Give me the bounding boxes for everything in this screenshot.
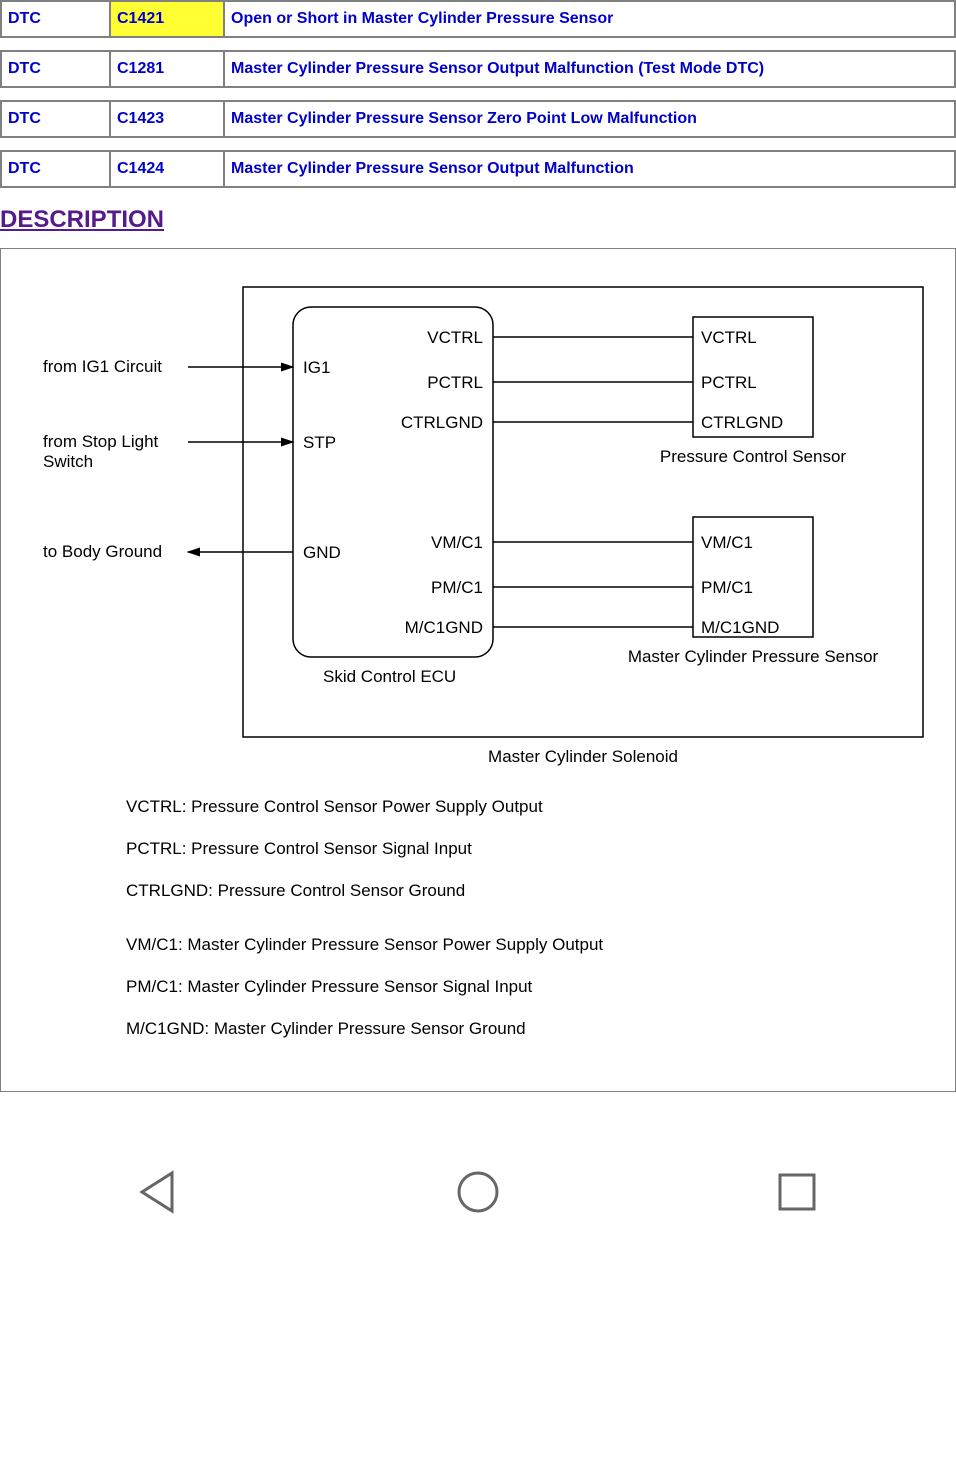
svg-text:Skid Control ECU: Skid Control ECU bbox=[323, 667, 456, 686]
dtc-code: C1424 bbox=[110, 151, 224, 187]
legend-line: VCTRL: Pressure Control Sensor Power Sup… bbox=[126, 797, 945, 817]
svg-text:Switch: Switch bbox=[43, 452, 93, 471]
dtc-label: DTC bbox=[1, 1, 110, 37]
dtc-row: DTCC1281Master Cylinder Pressure Sensor … bbox=[0, 50, 956, 88]
svg-text:CTRLGND: CTRLGND bbox=[701, 413, 783, 432]
dtc-label: DTC bbox=[1, 151, 110, 187]
legend-line: PCTRL: Pressure Control Sensor Signal In… bbox=[126, 839, 945, 859]
svg-text:IG1: IG1 bbox=[303, 358, 330, 377]
back-icon[interactable] bbox=[136, 1169, 182, 1215]
svg-text:PCTRL: PCTRL bbox=[427, 373, 483, 392]
dtc-label: DTC bbox=[1, 51, 110, 87]
svg-text:to Body Ground: to Body Ground bbox=[43, 542, 162, 561]
svg-text:from IG1 Circuit: from IG1 Circuit bbox=[43, 357, 162, 376]
svg-text:PM/C1: PM/C1 bbox=[701, 578, 753, 597]
dtc-row: DTCC1424Master Cylinder Pressure Sensor … bbox=[0, 150, 956, 188]
svg-text:VM/C1: VM/C1 bbox=[701, 533, 753, 552]
legend-line: VM/C1: Master Cylinder Pressure Sensor P… bbox=[126, 935, 945, 955]
dtc-label: DTC bbox=[1, 101, 110, 137]
dtc-row: DTCC1421Open or Short in Master Cylinder… bbox=[0, 0, 956, 38]
svg-text:from Stop Light: from Stop Light bbox=[43, 432, 159, 451]
svg-text:Master Cylinder Pressure Senso: Master Cylinder Pressure Sensor bbox=[628, 647, 879, 666]
svg-text:M/C1GND: M/C1GND bbox=[701, 618, 779, 637]
svg-text:VCTRL: VCTRL bbox=[701, 328, 757, 347]
legend-line: PM/C1: Master Cylinder Pressure Sensor S… bbox=[126, 977, 945, 997]
svg-text:M/C1GND: M/C1GND bbox=[405, 618, 483, 637]
section-heading: DESCRIPTION bbox=[0, 206, 956, 234]
dtc-description: Master Cylinder Pressure Sensor Zero Poi… bbox=[224, 101, 955, 137]
svg-text:CTRLGND: CTRLGND bbox=[401, 413, 483, 432]
android-navbar bbox=[0, 1132, 956, 1252]
dtc-code: C1421 bbox=[110, 1, 224, 37]
svg-text:VCTRL: VCTRL bbox=[427, 328, 483, 347]
dtc-description: Open or Short in Master Cylinder Pressur… bbox=[224, 1, 955, 37]
svg-text:PM/C1: PM/C1 bbox=[431, 578, 483, 597]
recent-apps-icon[interactable] bbox=[774, 1169, 820, 1215]
home-icon[interactable] bbox=[455, 1169, 501, 1215]
dtc-code: C1423 bbox=[110, 101, 224, 137]
svg-text:Pressure Control Sensor: Pressure Control Sensor bbox=[660, 447, 846, 466]
legend-line: CTRLGND: Pressure Control Sensor Ground bbox=[126, 881, 945, 901]
wiring-diagram: Master Cylinder Solenoid Skid Control ECU… bbox=[13, 267, 943, 767]
svg-text:Master Cylinder Solenoid: Master Cylinder Solenoid bbox=[488, 747, 678, 766]
dtc-description: Master Cylinder Pressure Sensor Output M… bbox=[224, 51, 955, 87]
dtc-tables: DTCC1421Open or Short in Master Cylinder… bbox=[0, 0, 956, 188]
svg-text:VM/C1: VM/C1 bbox=[431, 533, 483, 552]
svg-text:GND: GND bbox=[303, 543, 341, 562]
signal-legend: VCTRL: Pressure Control Sensor Power Sup… bbox=[126, 797, 945, 1039]
dtc-description: Master Cylinder Pressure Sensor Output M… bbox=[224, 151, 955, 187]
svg-text:STP: STP bbox=[303, 433, 336, 452]
svg-text:PCTRL: PCTRL bbox=[701, 373, 757, 392]
legend-line: M/C1GND: Master Cylinder Pressure Sensor… bbox=[126, 1019, 945, 1039]
dtc-code: C1281 bbox=[110, 51, 224, 87]
dtc-row: DTCC1423Master Cylinder Pressure Sensor … bbox=[0, 100, 956, 138]
diagram-container: Master Cylinder Solenoid Skid Control ECU… bbox=[0, 248, 956, 1092]
